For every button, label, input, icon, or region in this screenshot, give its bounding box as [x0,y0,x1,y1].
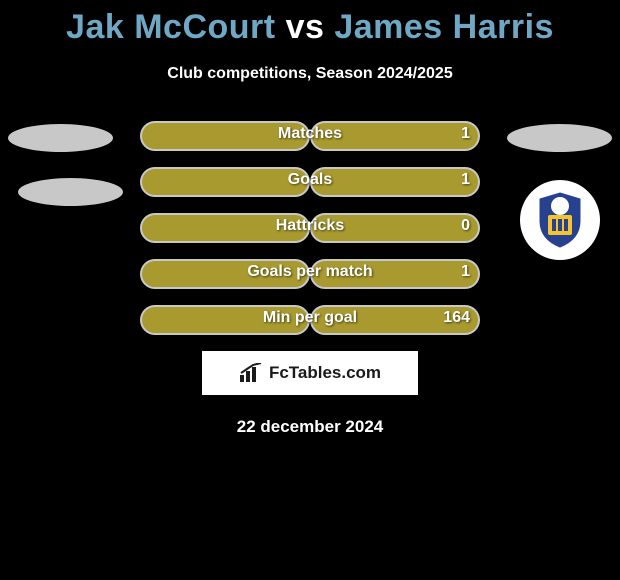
stat-label: Matches [140,125,480,143]
stat-label: Min per goal [140,309,480,327]
date-text: 22 december 2024 [0,417,620,437]
stat-label: Hattricks [140,217,480,235]
stat-row: Goals per match1 [140,259,480,289]
stat-row: Matches1 [140,121,480,151]
subtitle: Club competitions, Season 2024/2025 [0,65,620,83]
badge-placeholder-right-1 [507,124,612,152]
player1-name: Jak McCourt [66,8,276,46]
stat-label: Goals [140,171,480,189]
page-title: Jak McCourt vs James Harris [0,0,620,47]
club-badge-right [520,180,600,260]
player2-name: James Harris [334,8,554,46]
stat-label: Goals per match [140,263,480,281]
stat-row: Hattricks0 [140,213,480,243]
stat-value-right: 164 [443,309,470,327]
shield-icon [535,191,585,249]
chart-icon [239,363,263,383]
badge-placeholder-left-2 [18,178,123,206]
vs-text: vs [286,8,325,46]
stat-value-right: 1 [461,171,470,189]
stat-row: Goals1 [140,167,480,197]
brand-box: FcTables.com [202,351,418,395]
stat-value-right: 1 [461,263,470,281]
badge-placeholder-left-1 [8,124,113,152]
stat-value-right: 0 [461,217,470,235]
stat-row: Min per goal164 [140,305,480,335]
brand-text: FcTables.com [269,363,381,383]
stat-value-right: 1 [461,125,470,143]
